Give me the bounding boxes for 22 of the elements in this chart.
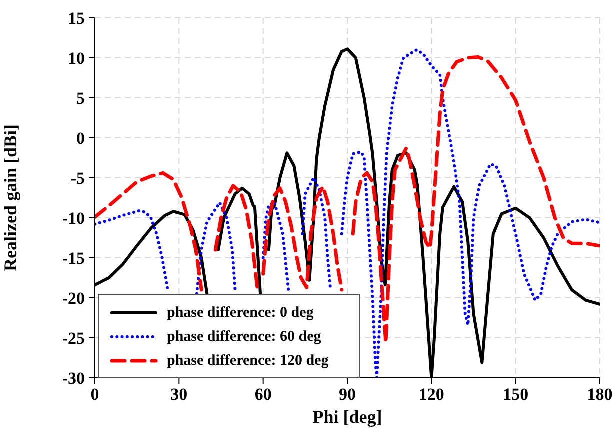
x-tick-label: 30 bbox=[170, 385, 188, 404]
x-tick-label: 0 bbox=[90, 385, 100, 404]
y-tick-label: 15 bbox=[68, 9, 85, 28]
x-tick-label: 90 bbox=[339, 385, 356, 404]
legend-label: phase difference: 120 deg bbox=[167, 352, 329, 370]
y-tick-label: -25 bbox=[62, 329, 85, 348]
x-tick-label: 60 bbox=[254, 385, 272, 404]
y-axis-title: Realized gain [dBi] bbox=[0, 124, 20, 272]
y-tick-label: -15 bbox=[62, 249, 85, 268]
x-axis-title: Phi [deg] bbox=[312, 407, 382, 427]
x-tick-label: 180 bbox=[587, 385, 613, 404]
x-tick-label: 150 bbox=[503, 385, 529, 404]
legend-label: phase difference: 60 deg bbox=[167, 328, 322, 346]
y-tick-label: 5 bbox=[76, 89, 85, 108]
y-tick-label: -5 bbox=[70, 169, 85, 188]
x-tick-label: 120 bbox=[418, 385, 444, 404]
y-tick-label: -20 bbox=[62, 289, 85, 308]
legend-label: phase difference: 0 deg bbox=[167, 304, 314, 322]
y-tick-label: 0 bbox=[76, 129, 85, 148]
y-tick-label: -30 bbox=[62, 369, 85, 388]
y-tick-label: 10 bbox=[68, 49, 85, 68]
y-tick-label: -10 bbox=[62, 209, 85, 228]
